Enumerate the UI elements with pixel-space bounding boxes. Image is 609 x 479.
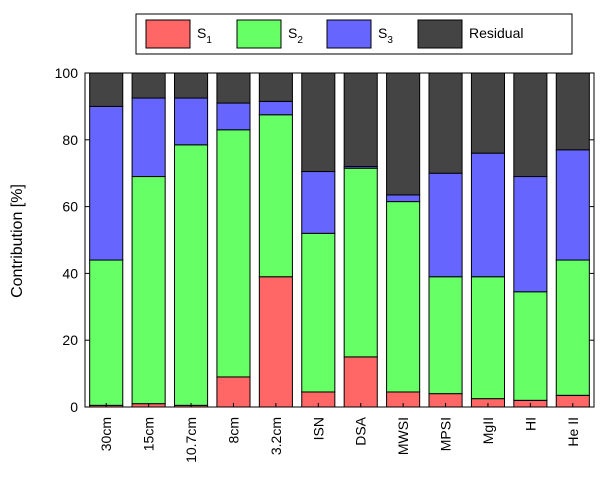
x-tick-label: He II <box>565 417 581 447</box>
x-tick-label: 10.7cm <box>183 417 199 463</box>
y-tick-label: 80 <box>62 132 78 148</box>
bar-s2-9 <box>470 276 506 400</box>
x-tick-label: 15cm <box>141 417 157 451</box>
x-tick-label: DSA <box>353 416 369 445</box>
bar-s3-8 <box>428 172 463 278</box>
legend-swatch-s1 <box>145 19 191 49</box>
y-tick-label: 40 <box>62 265 78 281</box>
x-tick-label: MgII <box>480 417 496 444</box>
y-tick-label: 0 <box>70 399 78 415</box>
bar-s2-4 <box>258 114 293 278</box>
bar-s3-1 <box>131 97 166 178</box>
bar-s3-10 <box>513 176 548 293</box>
x-tick-label: 3.2cm <box>268 417 284 455</box>
bar-s3-5 <box>301 171 336 234</box>
bar-s3-2 <box>174 97 209 146</box>
bar-s3-7 <box>386 194 421 203</box>
bar-s2-11 <box>555 259 590 396</box>
bar-residual-10 <box>513 72 548 178</box>
x-tick-label: MWSI <box>395 417 411 455</box>
x-tick-label: ISN <box>310 417 326 440</box>
y-axis-label: Contribution [%] <box>9 184 26 298</box>
bar-s1-6 <box>343 356 378 408</box>
bar-residual-2 <box>174 72 209 99</box>
y-tick-label: 100 <box>55 65 79 81</box>
legend-swatch-s3 <box>326 19 372 49</box>
bar-s1-4 <box>258 276 293 408</box>
bar-residual-8 <box>428 72 463 174</box>
bar-residual-6 <box>343 72 378 168</box>
bar-s2-0 <box>89 259 124 406</box>
bar-residual-5 <box>301 72 336 173</box>
bar-s2-2 <box>174 144 209 406</box>
bar-residual-7 <box>386 72 421 196</box>
bar-s2-6 <box>343 167 378 358</box>
axes: 30cm 15cm 10.7cm 8cm 3.2cm ISN DSA MWSI MPSI MgII… <box>55 65 595 463</box>
y-tick-label: 60 <box>62 199 78 215</box>
plot-frame <box>84 72 595 408</box>
bar-s3-4 <box>258 100 293 116</box>
bar-s2-5 <box>301 232 336 393</box>
y-tick-label: 20 <box>62 332 78 348</box>
bar-s2-10 <box>513 291 548 401</box>
bar-residual-3 <box>216 72 251 104</box>
bar-residual-11 <box>555 72 590 151</box>
x-tick-label: HI <box>522 417 538 431</box>
bar-s3-3 <box>216 102 251 131</box>
legend-swatch-residual <box>417 19 463 49</box>
legend-swatch-s2 <box>236 19 282 49</box>
bar-s3-11 <box>555 149 590 261</box>
legend-label-residual: Residual <box>469 25 523 41</box>
legend: S1 S2 S3 Residual <box>135 13 573 55</box>
x-tick-label: 8cm <box>225 417 241 443</box>
x-tick-label: MPSI <box>438 417 454 451</box>
bar-residual-4 <box>258 72 293 102</box>
bar-s2-1 <box>131 176 166 405</box>
bar-s3-9 <box>470 152 506 278</box>
bar-s2-3 <box>216 129 251 378</box>
bar-residual-0 <box>89 72 124 107</box>
x-tick-label: 30cm <box>98 417 114 451</box>
bar-s3-0 <box>89 105 124 261</box>
bar-residual-1 <box>131 72 166 99</box>
bar-s2-8 <box>428 276 463 395</box>
bar-residual-9 <box>470 72 506 154</box>
bar-s2-7 <box>386 201 421 393</box>
bars <box>89 72 590 408</box>
bar-s1-3 <box>216 376 251 408</box>
